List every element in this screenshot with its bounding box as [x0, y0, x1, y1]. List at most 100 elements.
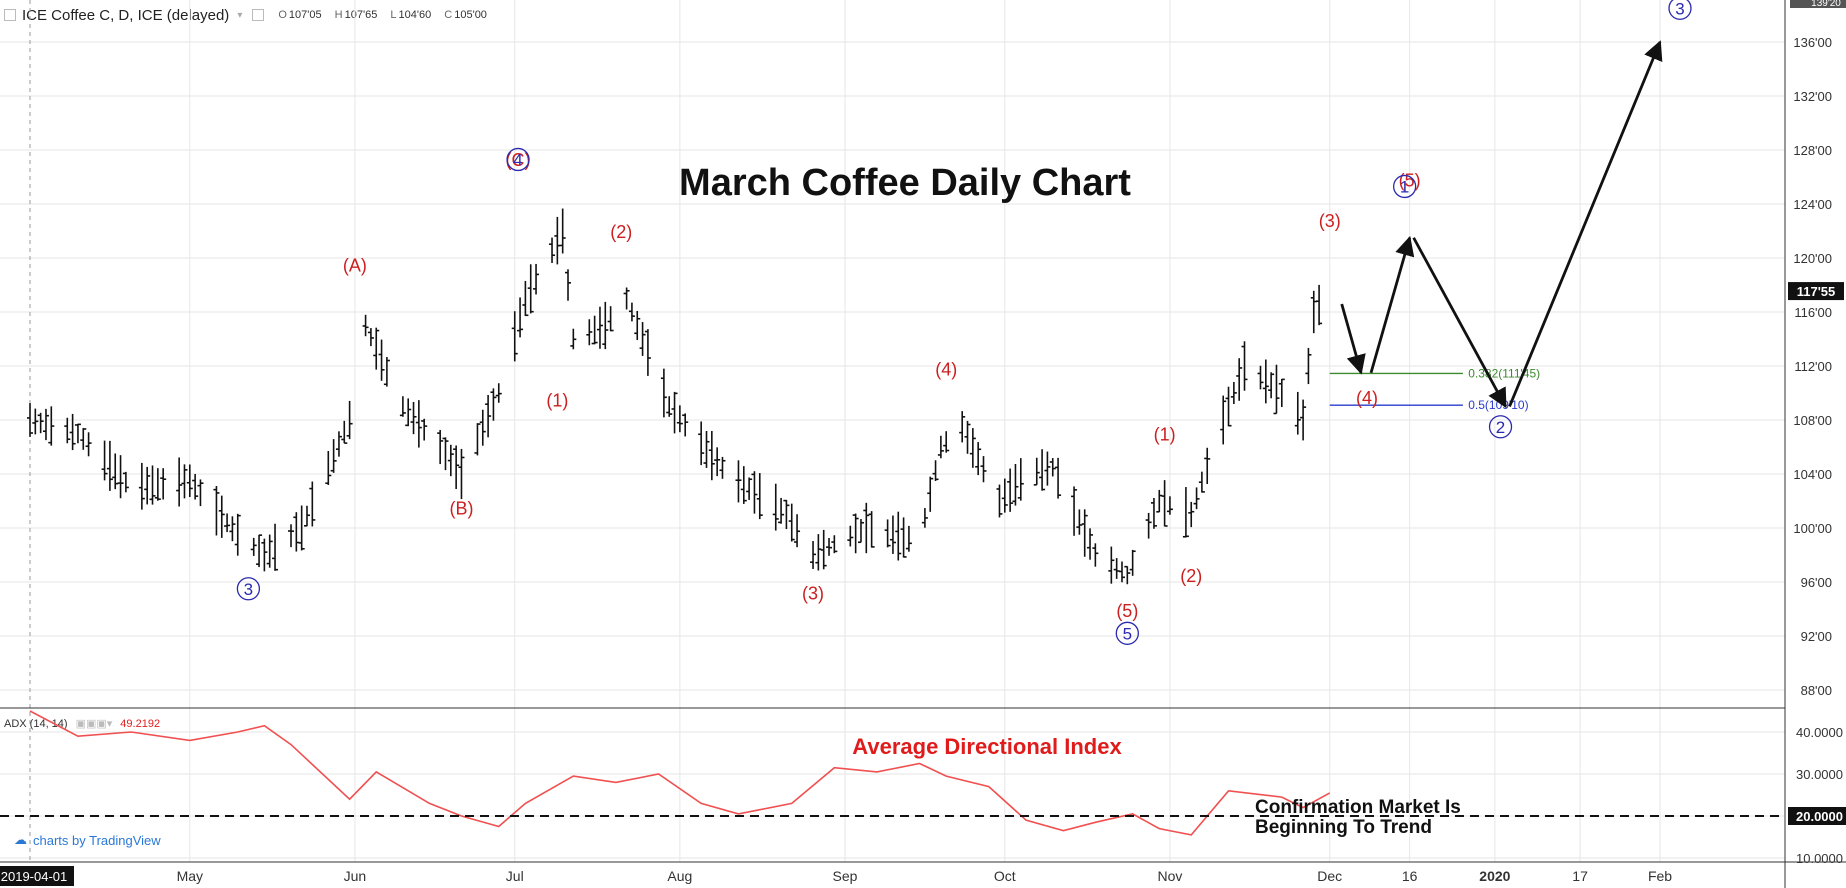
note-line-1: Confirmation Market Is [1255, 797, 1461, 818]
price-bar [85, 432, 92, 457]
dropdown-icon[interactable]: ▾ [237, 9, 243, 21]
wave-number: 4 [513, 150, 522, 169]
price-bar [772, 483, 779, 531]
price-bar [511, 311, 518, 362]
price-bar [517, 297, 524, 338]
price-bar [794, 514, 801, 548]
wave-label-red: (4) [1356, 388, 1378, 408]
price-bar [1108, 546, 1115, 584]
wave-circle [1392, 174, 1417, 199]
price-bar [213, 486, 220, 536]
price-bar [303, 505, 310, 527]
price-tick-label: 116'00 [1794, 305, 1832, 320]
price-bar [197, 479, 204, 507]
settings-box-icon[interactable] [252, 9, 265, 21]
adx-name[interactable]: ADX (14, 14) [4, 717, 68, 730]
price-bar [1081, 509, 1088, 557]
price-bar [1166, 496, 1173, 515]
price-bar [921, 508, 928, 528]
price-bar [74, 423, 81, 444]
price-bar [1220, 395, 1227, 445]
price-bar [160, 468, 167, 500]
projection-arrow [1369, 235, 1415, 374]
price-bar [298, 505, 305, 551]
symbol-title[interactable]: ICE Coffee C, D, ICE (delayed) [22, 6, 230, 24]
price-bar [559, 208, 566, 254]
price-bar [1145, 512, 1152, 539]
price-bar [288, 524, 295, 548]
crosshair-date-box [0, 866, 74, 886]
price-bar [756, 473, 763, 520]
price-bar [788, 503, 795, 542]
price-bar [863, 502, 870, 554]
adx-options-icon[interactable]: ▣▣▣▾ [75, 718, 113, 730]
price-bar [708, 430, 715, 481]
time-tick-label: 17 [1572, 868, 1588, 884]
price-bar [112, 453, 119, 490]
price-bar [900, 517, 907, 558]
price-bar [783, 499, 790, 530]
price-bar [330, 439, 337, 473]
price-bar [42, 408, 49, 441]
wave-number: 2 [1496, 418, 1505, 437]
time-tick-label: Jun [344, 868, 367, 884]
price-bar [975, 442, 982, 476]
wave-circle [1668, 0, 1692, 20]
price-bar [106, 440, 113, 491]
price-bar [719, 456, 726, 479]
price-bar [1124, 565, 1131, 585]
price-bar [698, 421, 705, 466]
price-bar [549, 237, 556, 263]
price-tick-label: 96'00 [1801, 575, 1832, 590]
tradingview-logo[interactable]: ☁ charts by TradingView [14, 832, 161, 848]
price-bar [1012, 463, 1019, 506]
price-bar [495, 383, 502, 403]
price-tick-label: 128'00 [1793, 143, 1832, 158]
price-bar [1257, 365, 1264, 390]
price-bar [362, 314, 369, 337]
price-bar [346, 400, 353, 440]
wave-circle [1488, 415, 1513, 439]
price-bar [341, 420, 348, 444]
price-tick-label: 92'00 [1801, 629, 1832, 644]
price-bar [335, 431, 342, 457]
price-bar [735, 460, 742, 503]
wave-label-blue: 3 [1668, 0, 1692, 20]
price-bar [959, 411, 966, 443]
adx-tick-label: 10.0000 [1796, 851, 1843, 866]
wave-number: 3 [244, 580, 253, 599]
price-bar [405, 398, 412, 427]
time-tick-label: Sep [833, 868, 858, 884]
price-bar [943, 431, 950, 453]
price-bar [149, 465, 156, 505]
price-bar [895, 511, 902, 561]
fib-label: 0.5(109'10) [1468, 398, 1528, 412]
time-tick-label: Oct [994, 868, 1016, 884]
price-bar [234, 513, 241, 556]
price-bar [378, 339, 385, 381]
price-bar [671, 391, 678, 434]
price-bars [27, 208, 1323, 585]
price-bar [256, 534, 263, 568]
price-bar [32, 408, 39, 435]
minus-box-icon[interactable] [4, 9, 16, 21]
time-tick-label: Jul [506, 868, 524, 884]
price-bar [527, 264, 534, 314]
wave-label-red: (1) [1154, 424, 1176, 444]
price-bar [80, 428, 87, 450]
adx-line [29, 710, 1331, 836]
price-bar [1156, 489, 1163, 513]
price-bar [367, 328, 374, 347]
price-bar [229, 516, 236, 542]
price-bar [810, 541, 817, 569]
price-bar [447, 444, 454, 477]
price-bar [714, 447, 721, 477]
price-bar [144, 466, 151, 505]
price-bar [453, 445, 460, 490]
wave-label-blue: 1 [1392, 174, 1417, 199]
wave-number: 3 [1675, 0, 1684, 18]
price-bar [602, 301, 609, 350]
price-bar [1230, 381, 1237, 405]
